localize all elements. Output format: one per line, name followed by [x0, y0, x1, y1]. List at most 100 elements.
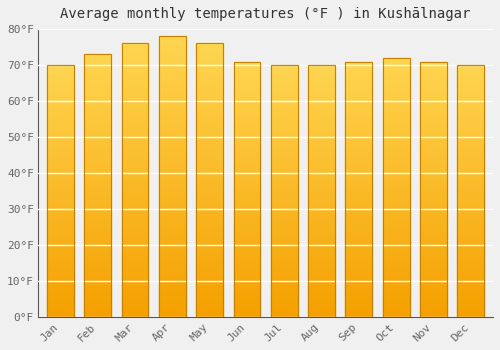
Bar [420, 131, 447, 133]
Bar [47, 121, 74, 123]
Bar [458, 229, 484, 232]
Bar [122, 194, 148, 197]
Bar [196, 52, 223, 55]
Bar [159, 267, 186, 270]
Bar [196, 115, 223, 118]
Bar [47, 90, 74, 93]
Bar [458, 222, 484, 224]
Bar [234, 105, 260, 107]
Bar [47, 239, 74, 242]
Bar [47, 100, 74, 103]
Bar [346, 123, 372, 126]
Bar [308, 262, 335, 265]
Bar [308, 249, 335, 252]
Bar [196, 55, 223, 57]
Bar [420, 110, 447, 113]
Bar [196, 65, 223, 68]
Bar [234, 269, 260, 271]
Bar [346, 64, 372, 66]
Bar [47, 280, 74, 282]
Bar [458, 126, 484, 128]
Bar [47, 116, 74, 118]
Bar [271, 227, 297, 229]
Bar [47, 133, 74, 136]
Bar [47, 267, 74, 270]
Bar [84, 252, 111, 254]
Bar [420, 205, 447, 208]
Bar [308, 93, 335, 96]
Bar [271, 242, 297, 244]
Bar [382, 271, 409, 273]
Bar [159, 205, 186, 208]
Bar [122, 222, 148, 224]
Bar [308, 174, 335, 176]
Bar [271, 259, 297, 262]
Bar [382, 71, 409, 74]
Bar [308, 118, 335, 121]
Bar [346, 156, 372, 159]
Bar [159, 309, 186, 312]
Bar [84, 96, 111, 99]
Bar [234, 220, 260, 223]
Bar [84, 260, 111, 262]
Bar [84, 131, 111, 133]
Bar [308, 277, 335, 280]
Bar [159, 70, 186, 73]
Bar [382, 86, 409, 89]
Bar [84, 89, 111, 91]
Bar [346, 246, 372, 248]
Bar [271, 159, 297, 161]
Bar [159, 92, 186, 95]
Bar [47, 305, 74, 307]
Bar [308, 131, 335, 133]
Bar [382, 151, 409, 154]
Bar [159, 250, 186, 253]
Bar [47, 292, 74, 295]
Bar [234, 169, 260, 171]
Bar [84, 54, 111, 57]
Bar [234, 261, 260, 264]
Bar [420, 66, 447, 69]
Bar [234, 241, 260, 243]
Bar [159, 154, 186, 157]
Bar [382, 99, 409, 102]
Bar [159, 132, 186, 135]
Bar [308, 153, 335, 156]
Bar [458, 310, 484, 313]
Bar [458, 249, 484, 252]
Bar [420, 184, 447, 187]
Bar [420, 182, 447, 184]
Bar [346, 210, 372, 212]
Bar [159, 216, 186, 219]
Bar [271, 90, 297, 93]
Bar [346, 313, 372, 315]
Bar [346, 113, 372, 115]
Bar [458, 136, 484, 138]
Bar [84, 167, 111, 170]
Bar [47, 184, 74, 186]
Bar [382, 281, 409, 284]
Bar [382, 263, 409, 266]
Bar [159, 143, 186, 146]
Bar [420, 62, 447, 317]
Bar [234, 310, 260, 313]
Bar [271, 237, 297, 239]
Bar [122, 260, 148, 263]
Bar [47, 196, 74, 199]
Bar [308, 194, 335, 196]
Bar [346, 195, 372, 197]
Bar [346, 154, 372, 156]
Bar [271, 232, 297, 234]
Bar [234, 156, 260, 159]
Bar [47, 290, 74, 292]
Bar [159, 258, 186, 261]
Bar [122, 85, 148, 87]
Bar [458, 265, 484, 267]
Bar [159, 211, 186, 214]
Bar [308, 146, 335, 148]
Bar [159, 306, 186, 309]
Bar [346, 95, 372, 97]
Bar [122, 265, 148, 268]
Bar [122, 202, 148, 205]
Bar [122, 55, 148, 57]
